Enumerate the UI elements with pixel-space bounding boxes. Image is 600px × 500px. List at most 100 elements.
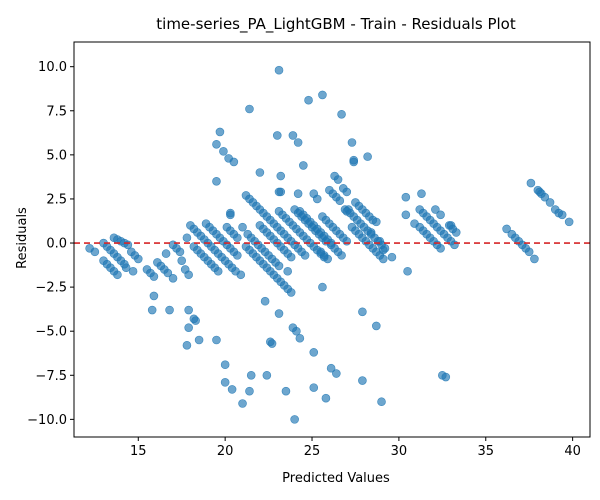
- axes-frame: [73, 41, 591, 438]
- residual-point: [377, 397, 386, 407]
- residual-point: [182, 233, 192, 243]
- residual-point: [335, 196, 345, 206]
- residual-point: [358, 307, 367, 317]
- residual-point: [326, 363, 336, 373]
- residual-point: [165, 305, 174, 315]
- residual-point: [299, 161, 308, 170]
- residual-point: [184, 270, 193, 280]
- residual-point: [213, 266, 223, 276]
- residual-point: [215, 127, 225, 137]
- residual-point: [436, 244, 445, 253]
- residual-point: [123, 240, 133, 250]
- residual-point: [288, 131, 298, 140]
- residual-point: [371, 321, 381, 331]
- y-tick-label: −10.0: [27, 413, 67, 428]
- x-tick-label: 15: [130, 444, 147, 459]
- x-tick-label: 35: [477, 444, 494, 459]
- residual-point: [387, 252, 397, 262]
- y-axis-label: Residuals: [15, 207, 30, 269]
- x-tick-label: 25: [304, 444, 321, 459]
- residual-point: [233, 233, 242, 243]
- residual-point: [375, 236, 385, 246]
- residual-point: [191, 316, 200, 325]
- residual-point: [220, 378, 230, 387]
- residual-point: [182, 340, 192, 350]
- residual-point: [342, 236, 352, 246]
- y-tick-label: −2.5: [35, 281, 67, 296]
- residual-point: [378, 245, 388, 255]
- y-tick-label: 7.5: [46, 104, 67, 119]
- residual-point: [292, 326, 301, 336]
- residual-point: [175, 247, 185, 257]
- x-tick-label: 30: [391, 444, 408, 459]
- residual-point: [347, 138, 357, 147]
- residual-point: [274, 65, 284, 75]
- y-tick-label: 10.0: [38, 60, 67, 75]
- residual-point: [337, 251, 346, 260]
- residual-point: [212, 335, 221, 345]
- residual-point: [219, 147, 228, 156]
- residual-point: [121, 263, 131, 273]
- residual-point: [535, 187, 544, 197]
- residual-point: [260, 296, 270, 306]
- residual-point: [557, 210, 567, 220]
- residual-point: [333, 175, 343, 184]
- residual-point: [363, 152, 372, 161]
- y-tick-label: 0.0: [46, 237, 67, 252]
- y-tick-label: 5.0: [46, 148, 67, 163]
- y-tick-label: −5.0: [35, 325, 67, 340]
- residual-point: [274, 309, 284, 318]
- residual-point: [246, 370, 256, 380]
- residual-point: [371, 217, 381, 227]
- residual-point: [304, 95, 313, 105]
- residual-point: [226, 208, 235, 218]
- residual-point: [149, 291, 159, 301]
- residual-point: [417, 189, 426, 198]
- y-axis-ticks: −10.0 −7.5 −5.0 −2.5 0.0 2.5 5.0 7.5 10.0: [27, 60, 74, 428]
- residual-point: [545, 198, 555, 207]
- residual-point: [276, 171, 286, 181]
- residual-point: [321, 393, 331, 403]
- residual-point: [128, 266, 138, 276]
- residual-point: [238, 399, 247, 408]
- residual-point: [286, 288, 296, 297]
- residual-point: [441, 372, 451, 382]
- residual-point: [378, 254, 388, 264]
- residual-point: [342, 187, 352, 197]
- residual-point: [149, 272, 159, 281]
- residual-point: [227, 385, 237, 394]
- residual-point: [220, 360, 230, 370]
- residual-point: [113, 270, 122, 280]
- residual-point: [337, 110, 346, 119]
- residual-point: [295, 333, 305, 343]
- residual-point: [245, 386, 254, 396]
- residual-point: [366, 228, 376, 237]
- x-axis-ticks: 15 20 25 30 35 40: [130, 437, 581, 459]
- residual-point: [233, 251, 242, 260]
- residual-point: [229, 157, 239, 167]
- residual-point: [177, 256, 187, 265]
- residual-point: [451, 228, 461, 237]
- residual-point: [212, 139, 221, 149]
- residual-point: [274, 187, 284, 197]
- residual-point: [502, 224, 511, 234]
- x-axis-label: Predicted Values: [282, 471, 390, 486]
- residual-point: [168, 273, 178, 283]
- residual-point: [526, 178, 536, 188]
- residual-point: [184, 323, 193, 332]
- residual-point: [274, 261, 284, 271]
- residual-point: [401, 210, 411, 220]
- plot-area: [73, 41, 591, 438]
- residual-point: [133, 254, 143, 264]
- residual-point: [300, 251, 310, 260]
- residual-point: [283, 266, 293, 276]
- residual-point: [163, 268, 173, 278]
- residual-point: [436, 210, 445, 220]
- residual-point: [272, 131, 282, 140]
- residual-point: [323, 254, 332, 264]
- y-tick-label: 2.5: [46, 192, 67, 207]
- residual-point: [161, 249, 171, 258]
- residual-point: [147, 305, 157, 315]
- residual-point: [342, 206, 352, 216]
